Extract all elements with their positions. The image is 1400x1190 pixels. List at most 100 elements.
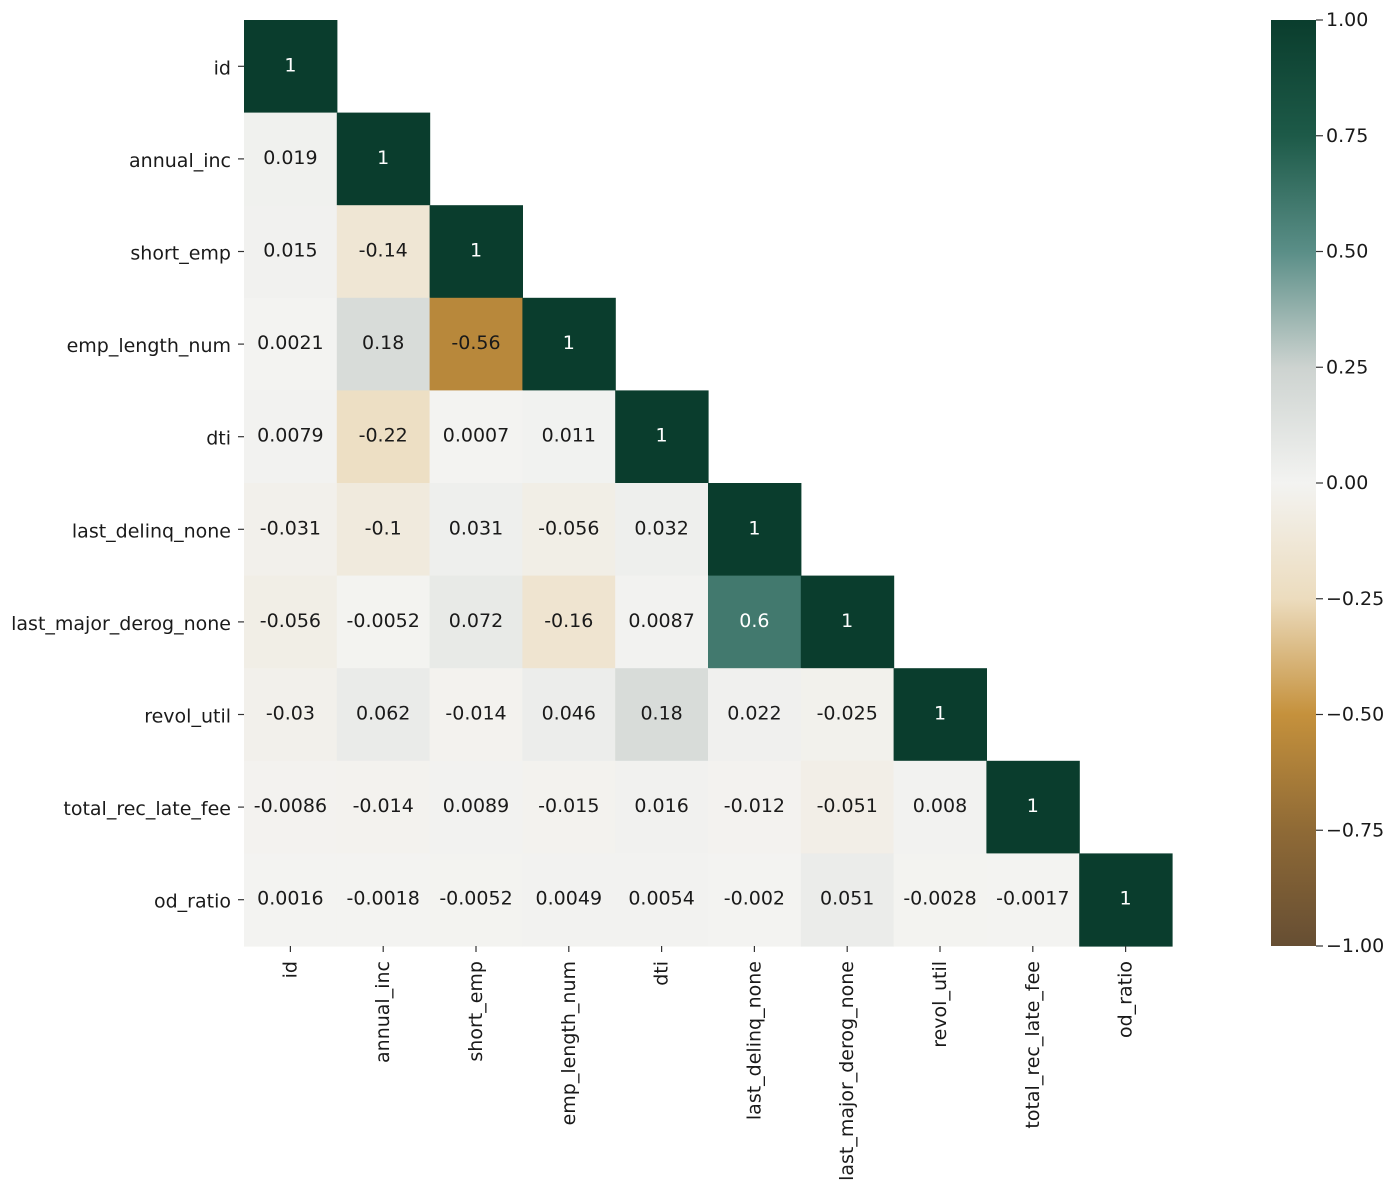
colorbar-tick-label: 0.50 (1326, 241, 1368, 263)
x-tick-label: short_emp (465, 961, 487, 1062)
cell-value-label: 0.18 (362, 332, 404, 354)
cell-value-label: -0.051 (817, 795, 878, 817)
heatmap-cell (615, 668, 709, 762)
x-tick-label: last_delinq_none (743, 961, 765, 1120)
x-tick-label: id (279, 961, 301, 978)
cell-value-label: 0.0007 (443, 425, 509, 447)
heatmap-cell (1079, 853, 1173, 947)
heatmap-cell (336, 853, 431, 947)
x-tick-label: revol_util (929, 961, 951, 1048)
cell-value-label: -0.012 (724, 795, 785, 817)
cell-value-label: 0.0016 (257, 888, 323, 910)
y-tick-label: revol_util (144, 706, 231, 728)
colorbar-tick-label: 0.75 (1326, 125, 1368, 147)
cell-value-label: 0.008 (913, 795, 967, 817)
heatmap-cell (336, 575, 431, 669)
heatmap-cell (244, 390, 338, 484)
heatmap-cell (708, 853, 802, 947)
heatmap-cell (429, 483, 523, 577)
heatmap-cell (244, 853, 338, 947)
heatmap-cell (708, 668, 802, 762)
cell-value-label: -0.0052 (439, 888, 512, 910)
heatmap-cell (244, 205, 338, 299)
x-tick-label: total_rec_late_fee (1022, 961, 1044, 1129)
cell-value-label: 1 (748, 517, 760, 539)
cell-value-label: -0.03 (266, 703, 315, 725)
cell-value-label: 1 (656, 425, 668, 447)
x-tick-label: dti (651, 961, 673, 986)
x-tick-label: last_major_derog_none (836, 961, 858, 1181)
cell-value-label: 0.019 (263, 147, 317, 169)
cell-value-label: 1 (563, 332, 575, 354)
cell-value-label: 1 (1027, 795, 1039, 817)
heatmap-cell (336, 390, 431, 484)
colorbar-tick-label: −1.00 (1326, 935, 1384, 957)
heatmap-cell (429, 853, 523, 947)
cell-value-label: -0.014 (353, 795, 414, 817)
heatmap-cell (522, 483, 616, 577)
cell-value-label: -0.031 (260, 517, 321, 539)
cell-value-label: 0.062 (356, 703, 410, 725)
heatmap-cell (522, 668, 616, 762)
colorbar-tick-label: 1.00 (1326, 9, 1368, 31)
cell-value-label: 0.0079 (257, 425, 323, 447)
heatmap-cell (336, 760, 431, 854)
heatmap-cell (615, 760, 709, 854)
heatmap-cell (244, 483, 338, 577)
cell-value-label: -0.025 (817, 703, 878, 725)
cell-value-label: -0.22 (359, 425, 408, 447)
heatmap-cell (522, 853, 616, 947)
cell-value-label: 0.011 (542, 425, 596, 447)
heatmap-cell (615, 575, 709, 669)
cell-value-label: 1 (284, 54, 296, 76)
cell-value-label: -0.056 (260, 610, 321, 632)
heatmap-cell (615, 483, 709, 577)
cell-value-label: -0.16 (544, 610, 593, 632)
colorbar-gradient (1271, 20, 1316, 946)
cell-value-label: -0.002 (724, 888, 785, 910)
heatmap-cell (336, 112, 431, 206)
y-tick-label: dti (206, 428, 231, 450)
cell-value-label: 1 (934, 703, 946, 725)
cell-value-label: 0.031 (449, 517, 503, 539)
cell-value-label: 0.046 (542, 703, 596, 725)
heatmap-cell (429, 668, 523, 762)
heatmap-cell (522, 760, 616, 854)
cell-value-label: -0.0017 (996, 888, 1069, 910)
heatmap-cell (429, 575, 523, 669)
colorbar-tick-label: −0.75 (1326, 819, 1384, 841)
cell-value-label: -0.56 (451, 332, 500, 354)
heatmap-cell (800, 853, 895, 947)
cell-value-label: 0.0087 (628, 610, 694, 632)
x-axis: id annual_inc short_emp emp_length_num dti la… (279, 946, 1137, 1181)
heatmap-cell (708, 760, 802, 854)
heatmap-cell (429, 205, 523, 299)
y-tick-label: od_ratio (154, 891, 231, 913)
heatmap-cell-labels: 1 0.019 1 0.015 -0.14 1 0.0021 0.18 -0.56 1 0.0079… (254, 54, 1132, 909)
cell-value-label: -0.056 (538, 517, 599, 539)
heatmap-cell (615, 390, 709, 484)
colorbar: 1.00 0.75 0.50 0.25 0.00 −0.25 −0.50 −0.75 −1.00 (1271, 9, 1384, 957)
heatmap-cell (615, 853, 709, 947)
heatmap-cell (429, 760, 523, 854)
cell-value-label: 0.072 (449, 610, 503, 632)
y-tick-label: last_major_derog_none (11, 613, 231, 635)
cell-value-label: 1 (470, 240, 482, 262)
cell-value-label: -0.015 (538, 795, 599, 817)
heatmap-cell (244, 760, 338, 854)
heatmap-cell (244, 668, 338, 762)
cell-value-label: -0.014 (445, 703, 506, 725)
y-tick-label: id (214, 57, 231, 79)
y-tick-label: short_emp (130, 243, 231, 265)
heatmap-cell (893, 853, 987, 947)
heatmap-cell (893, 668, 987, 762)
heatmap-cell (800, 760, 895, 854)
heatmap-cell (893, 760, 987, 854)
cell-value-label: 0.022 (727, 703, 781, 725)
heatmap-cell (800, 668, 895, 762)
heatmap-cells (244, 20, 1173, 947)
cell-value-label: 0.0054 (628, 888, 694, 910)
heatmap-cell (800, 575, 895, 669)
cell-value-label: 0.015 (263, 240, 317, 262)
